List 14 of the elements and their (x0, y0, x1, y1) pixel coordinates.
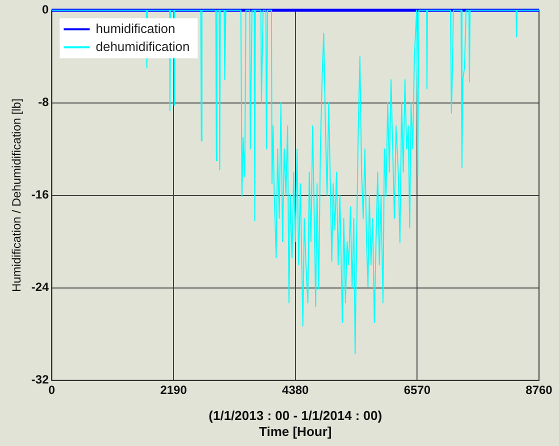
y-tick-label: -32 (31, 372, 50, 387)
y-tick-label: -8 (38, 95, 50, 110)
text: (1/1/2013 : 00 - 1/1/2014 : 00) (208, 408, 382, 424)
x-tick-label: 8760 (526, 382, 553, 397)
x-tick-label: 4380 (282, 382, 310, 397)
y-axis-title: Humidification / Dehumidification [lb] (10, 98, 24, 292)
legend-label: humidification (96, 20, 176, 36)
y-tick-label: -16 (31, 188, 50, 202)
legend-label: dehumidification (96, 38, 190, 54)
x-tick-label: 6570 (404, 382, 431, 397)
x-tick-label: 2190 (160, 382, 188, 397)
x-axis-title: Time [Hour] (259, 424, 332, 439)
y-tick-label: -24 (31, 280, 50, 294)
y-tick-label: 0 (42, 2, 50, 17)
